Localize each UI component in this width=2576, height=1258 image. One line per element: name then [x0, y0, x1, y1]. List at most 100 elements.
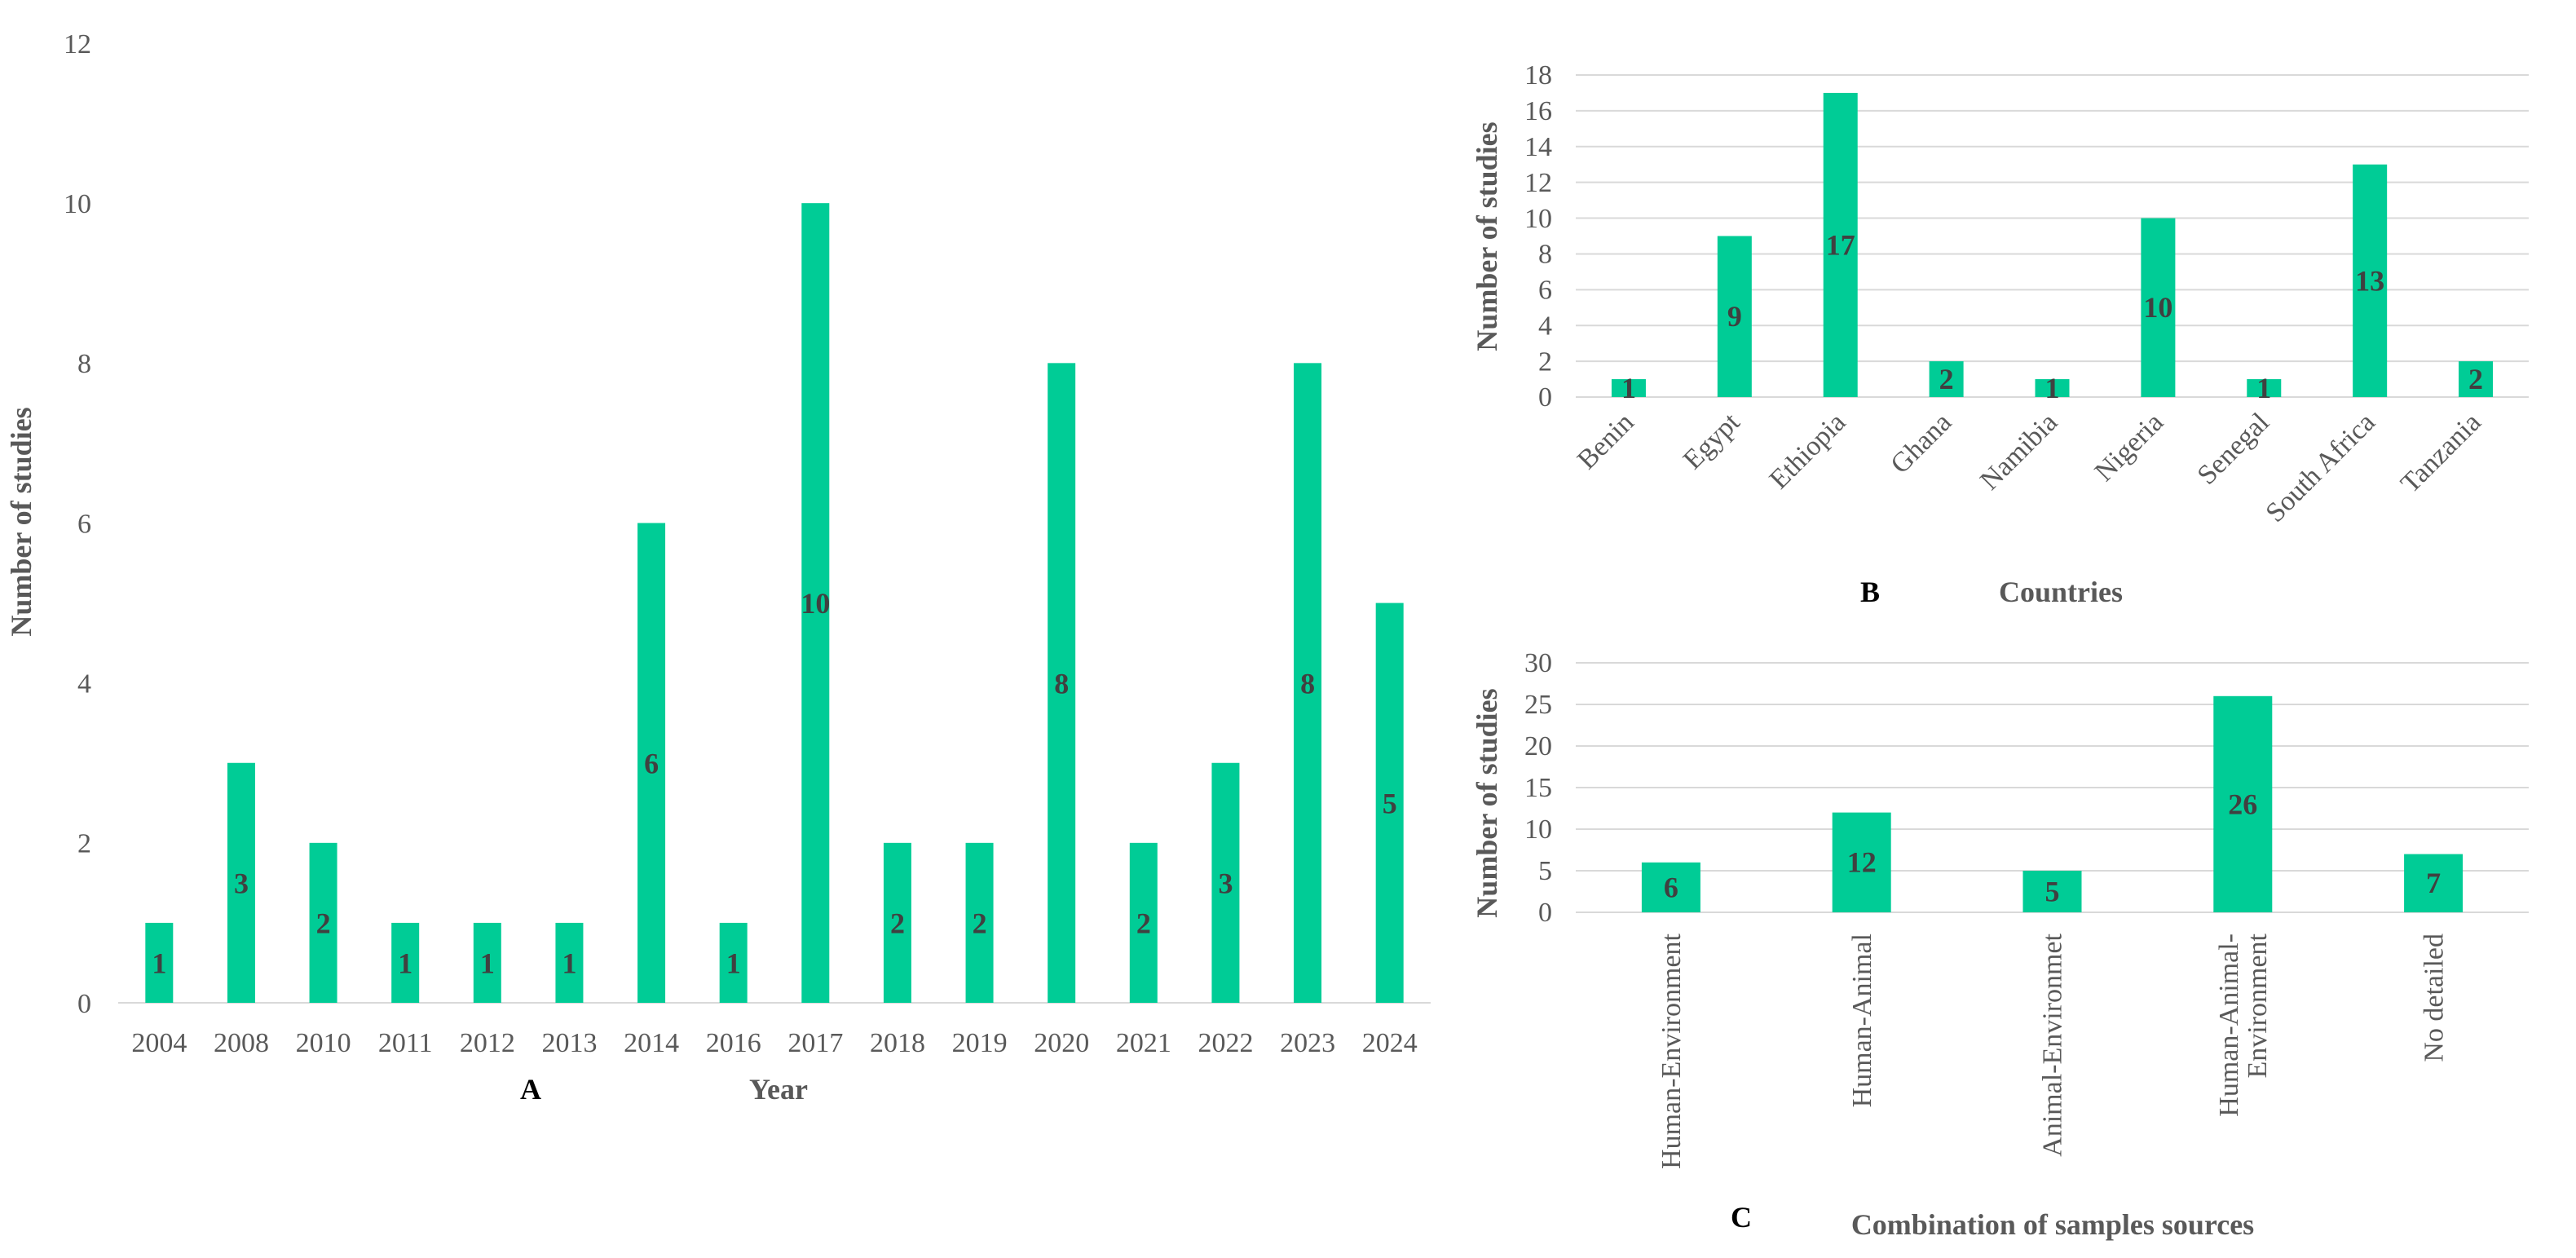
bar [391, 922, 420, 1003]
bar [555, 922, 584, 1003]
y-tick-label: 16 [1524, 96, 1552, 126]
bar [1211, 762, 1240, 1003]
data-label: 2 [316, 907, 331, 940]
data-label: 10 [2143, 291, 2172, 324]
data-label: 1 [152, 947, 166, 980]
x-axis-title: Year [749, 1073, 808, 1106]
x-tick-label: 2008 [214, 1028, 269, 1058]
bar [2141, 218, 2176, 397]
x-tick-label: 2010 [296, 1028, 351, 1058]
bar [1611, 379, 1646, 397]
x-tick-label: 2019 [952, 1028, 1008, 1058]
data-label: 6 [644, 747, 659, 779]
panel-c-sample-sources-chart: 0 5 10 15 20 25 30 6 Human-Environment 12 Human-An… [1471, 648, 2529, 1241]
bar [1375, 603, 1404, 1003]
x-tick-label-line: Human-Animal- [2214, 934, 2244, 1117]
data-label: 10 [801, 587, 830, 620]
bar [473, 922, 501, 1003]
x-tick-label: No detailed [2419, 934, 2449, 1062]
x-axis-title: Countries [1999, 576, 2123, 608]
y-axis-title: Number of studies [5, 407, 37, 636]
y-tick-label: 30 [1524, 648, 1552, 678]
data-label: 8 [1054, 667, 1069, 700]
data-label: 6 [1664, 871, 1678, 903]
y-axis-title: Number of studies [1471, 121, 1503, 351]
data-label: 1 [480, 947, 495, 980]
bar [1832, 812, 1891, 912]
data-label: 17 [1826, 228, 1855, 261]
data-label: 9 [1727, 300, 1742, 333]
bar [2022, 871, 2082, 912]
x-tick-label: Egypt [1678, 407, 1746, 475]
data-label: 2 [973, 907, 987, 940]
x-tick-label: Ghana [1885, 407, 1957, 479]
x-tick-label: Tanzania [2395, 407, 2487, 499]
panel-letter: A [520, 1073, 541, 1106]
data-label: 3 [1218, 867, 1233, 899]
data-label: 2 [1136, 907, 1151, 940]
x-tick-label: 2024 [1362, 1028, 1418, 1058]
bar [2404, 854, 2464, 912]
bar [801, 203, 830, 1003]
x-tick-label: Human-Environment [1656, 933, 1687, 1168]
data-label: 12 [1847, 846, 1877, 879]
bar [883, 842, 911, 1003]
x-tick-label: 2016 [706, 1028, 761, 1058]
x-tick-label: Nigeria [2089, 407, 2169, 487]
x-tick-label-line: Environment [2243, 933, 2273, 1078]
y-tick-label: 8 [77, 349, 91, 379]
data-label: 1 [398, 947, 412, 980]
y-tick-label: 25 [1524, 690, 1552, 720]
x-tick-label: 2020 [1034, 1028, 1089, 1058]
x-tick-label: 2011 [378, 1028, 433, 1058]
y-tick-label: 6 [77, 509, 91, 539]
panel-a-year-chart: 0246810121200432008220101201112012120136… [5, 29, 1431, 1106]
y-tick-label: 8 [1538, 240, 1552, 270]
x-tick-label: Senegal [2192, 407, 2275, 490]
bar [2459, 361, 2494, 397]
y-tick-label: 6 [1538, 276, 1552, 306]
data-label: 1 [726, 947, 741, 980]
bar [309, 842, 337, 1003]
panel-letter: C [1731, 1201, 1752, 1234]
data-label: 1 [562, 947, 576, 980]
data-label: 2 [890, 907, 905, 940]
x-tick-label: Benin [1572, 407, 1640, 475]
x-tick-label: 2013 [541, 1028, 597, 1058]
data-label: 5 [2045, 875, 2060, 907]
x-tick-label: 2022 [1198, 1028, 1253, 1058]
x-tick-label: 2021 [1116, 1028, 1171, 1058]
data-label: 2 [1939, 363, 1954, 395]
y-tick-label: 10 [64, 189, 91, 219]
y-tick-label: 0 [1538, 382, 1552, 413]
bar [719, 922, 748, 1003]
bar [1929, 361, 1964, 397]
bar [1129, 842, 1158, 1003]
x-tick-label: Animal-Environmet [2038, 933, 2068, 1156]
x-tick-label: South Africa [2260, 407, 2380, 527]
x-tick-label-line: Animal-Environmet [2038, 933, 2068, 1156]
bar [965, 842, 994, 1003]
data-label: 2 [2468, 363, 2483, 395]
y-tick-label: 10 [1524, 814, 1552, 845]
x-tick-label-line: No detailed [2419, 934, 2449, 1062]
y-tick-label: 2 [1538, 347, 1552, 377]
data-label: 1 [2256, 372, 2271, 404]
y-tick-label: 12 [64, 29, 91, 60]
y-tick-label: 20 [1524, 731, 1552, 761]
x-tick-label: 2012 [460, 1028, 515, 1058]
y-tick-label: 4 [77, 669, 91, 700]
data-label: 7 [2426, 867, 2441, 899]
x-tick-label: Ethiopia [1764, 407, 1852, 495]
x-tick-label: 2017 [787, 1028, 843, 1058]
bar [1823, 92, 1858, 397]
bar [2353, 164, 2388, 397]
x-tick-label: Human-Animal-Environment [2214, 933, 2273, 1116]
x-tick-label: Human-Animal [1847, 934, 1877, 1107]
data-label: 26 [2228, 788, 2257, 820]
data-label: 3 [234, 867, 249, 899]
bar [2035, 379, 2070, 397]
bar [1048, 363, 1076, 1003]
y-tick-label: 4 [1538, 311, 1552, 341]
